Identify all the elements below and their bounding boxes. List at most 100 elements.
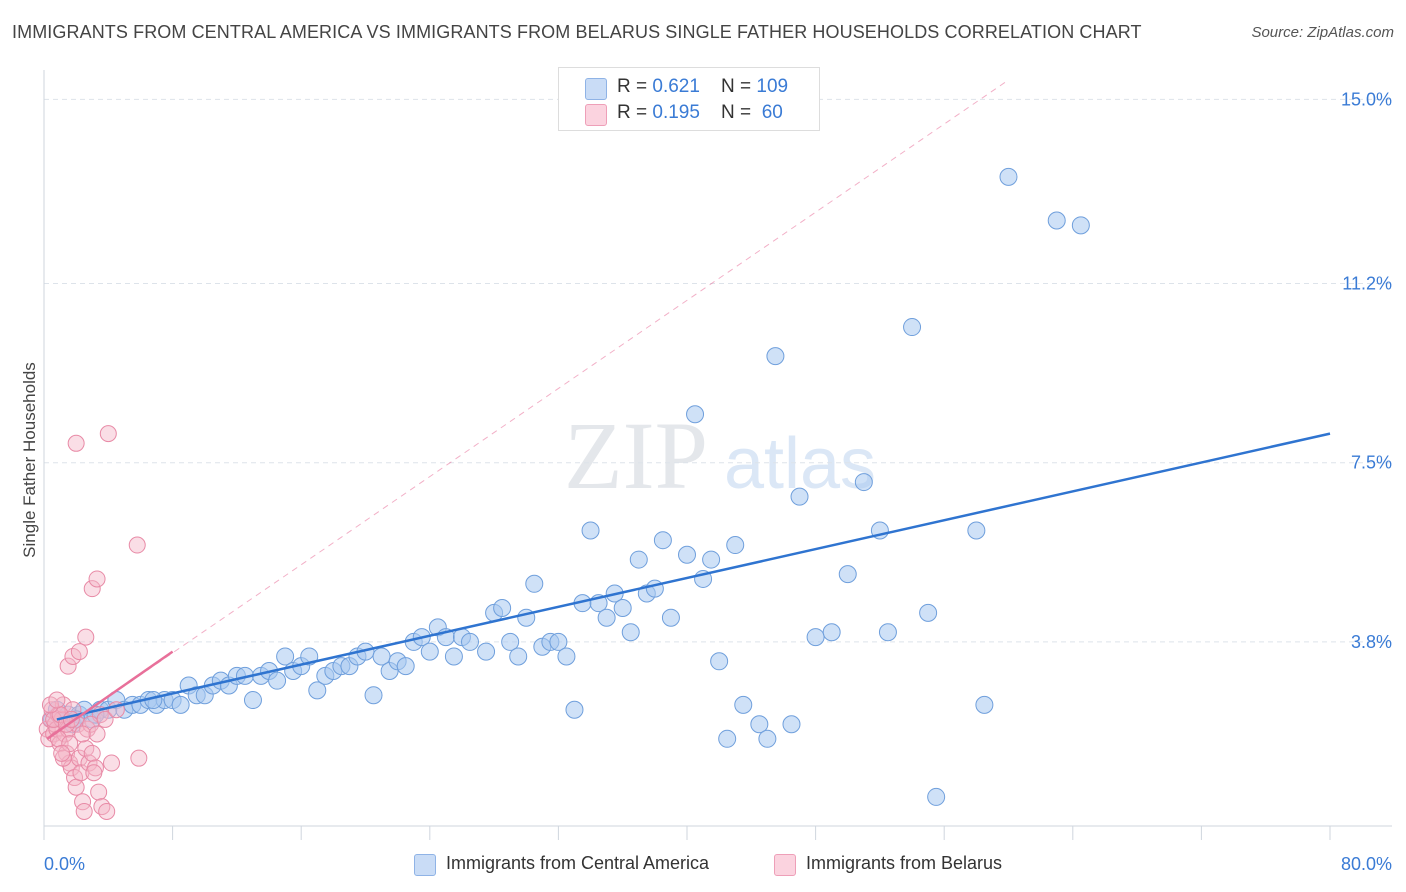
point-belarus: [93, 798, 111, 816]
point-central-america: [525, 574, 544, 593]
series-legend: Immigrants from Central America Immigran…: [0, 852, 1406, 878]
point-central-america: [549, 632, 568, 651]
point-belarus: [96, 710, 114, 728]
legend-swatch-blue: [414, 854, 436, 876]
point-central-america: [927, 787, 946, 806]
watermark-zip: ZIP: [564, 402, 708, 509]
legend-r-value: 0.195: [652, 102, 700, 123]
point-belarus: [70, 643, 88, 661]
legend-swatch-pink: [774, 854, 796, 876]
point-central-america: [597, 608, 616, 627]
legend-n-value: 60: [756, 102, 783, 123]
point-central-america: [243, 691, 262, 710]
axes: [43, 70, 1392, 840]
point-central-america: [790, 487, 809, 506]
point-belarus: [67, 434, 85, 452]
point-belarus: [53, 744, 71, 762]
point-central-america: [396, 657, 415, 676]
point-central-america: [581, 521, 600, 540]
point-belarus: [77, 628, 95, 646]
point-central-america: [1071, 216, 1090, 235]
chart-title: IMMIGRANTS FROM CENTRAL AMERICA VS IMMIG…: [12, 22, 1142, 42]
point-central-america: [726, 536, 745, 555]
legend-r-label: R =: [617, 76, 653, 97]
point-central-america: [493, 599, 512, 618]
point-central-america: [1047, 211, 1066, 230]
point-belarus: [103, 754, 121, 772]
point-central-america: [782, 715, 801, 734]
point-belarus: [128, 536, 146, 554]
point-central-america: [420, 642, 439, 661]
point-belarus: [78, 720, 96, 738]
point-belarus: [83, 744, 101, 762]
watermark: ZIP atlas: [564, 402, 876, 509]
point-central-america: [975, 695, 994, 714]
point-central-america: [806, 628, 825, 647]
point-belarus: [88, 725, 106, 743]
point-belarus: [75, 802, 93, 820]
trend-line-belarus: [46, 650, 174, 740]
point-central-america: [678, 545, 696, 564]
point-belarus: [85, 764, 103, 782]
point-central-america: [364, 686, 383, 705]
point-central-america: [268, 671, 287, 690]
point-central-america: [686, 405, 705, 424]
point-belarus: [48, 691, 66, 709]
y-tick-label: 11.2%: [1342, 273, 1392, 293]
legend-swatch-blue: [585, 78, 607, 100]
point-belarus: [59, 657, 77, 675]
legend-label: Immigrants from Central America: [446, 853, 710, 873]
point-central-america: [477, 642, 496, 661]
point-central-america: [758, 729, 777, 748]
legend-n-label: N =: [721, 76, 757, 97]
point-central-america: [653, 531, 672, 550]
point-central-america: [734, 695, 753, 714]
point-central-america: [967, 521, 986, 540]
point-central-america: [613, 599, 632, 618]
y-tick-label: 3.8%: [1351, 632, 1392, 652]
point-central-america: [919, 603, 938, 622]
point-central-america: [854, 473, 873, 492]
data-points: [38, 167, 1090, 820]
point-central-america: [501, 632, 520, 651]
y-tick-label: 7.5%: [1351, 453, 1392, 473]
legend-label: Immigrants from Belarus: [806, 853, 1003, 873]
point-central-america: [621, 623, 640, 642]
point-belarus: [98, 802, 116, 820]
point-central-america: [509, 647, 528, 666]
point-central-america: [629, 550, 648, 569]
legend-r-label: R =: [617, 102, 653, 123]
point-central-america: [999, 167, 1018, 186]
point-central-america: [308, 681, 327, 700]
point-central-america: [702, 550, 721, 569]
x-tick-label: 0.0%: [44, 854, 85, 874]
point-belarus: [74, 725, 92, 743]
trend-lines: [46, 79, 1009, 740]
point-central-america: [460, 632, 479, 651]
point-belarus: [99, 425, 117, 443]
chart-source: Source: ZipAtlas.com: [1251, 24, 1394, 41]
legend-n-value: 109: [756, 76, 789, 97]
tick-labels: 3.8% 7.5% 11.2% 15.0% 0.0% 80.0%: [44, 89, 1392, 874]
point-belarus: [83, 580, 101, 598]
point-central-america: [444, 647, 463, 666]
point-central-america: [766, 347, 785, 366]
point-belarus: [88, 570, 106, 588]
point-central-america: [557, 647, 576, 666]
point-central-america: [838, 565, 857, 584]
x-tick-label: 80.0%: [1341, 854, 1392, 874]
point-central-america: [710, 652, 729, 671]
point-central-america: [276, 647, 295, 666]
point-central-america: [903, 318, 922, 337]
correlation-legend: R = 0.621 N = 109 R = 0.195 N = 60: [558, 67, 820, 131]
point-central-america: [750, 715, 769, 734]
legend-swatch-pink: [585, 104, 607, 126]
point-belarus: [90, 783, 108, 801]
legend-n-label: N =: [721, 102, 757, 123]
point-central-america: [822, 623, 841, 642]
point-central-america: [171, 695, 190, 714]
point-belarus: [130, 749, 148, 767]
y-tick-label: 15.0%: [1341, 89, 1392, 109]
point-central-america: [565, 700, 584, 719]
